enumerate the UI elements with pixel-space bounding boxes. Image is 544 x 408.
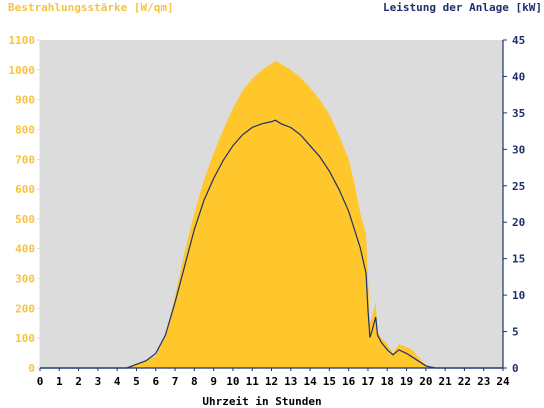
left-y-tick-label: 500: [15, 213, 35, 226]
x-tick-label: 0: [37, 375, 44, 388]
x-tick-label: 23: [477, 375, 490, 388]
left-y-tick-label: 600: [15, 183, 35, 196]
right-y-tick-label: 5: [512, 326, 519, 339]
x-tick-label: 11: [246, 375, 260, 388]
x-tick-label: 22: [458, 375, 471, 388]
left-y-tick-label: 300: [15, 273, 35, 286]
x-tick-label: 1: [56, 375, 63, 388]
x-tick-label: 5: [133, 375, 140, 388]
x-tick-label: 7: [172, 375, 179, 388]
x-tick-label: 3: [95, 375, 102, 388]
x-tick-label: 13: [284, 375, 297, 388]
x-tick-label: 6: [152, 375, 159, 388]
left-y-tick-label: 1100: [9, 34, 36, 47]
x-tick-label: 4: [114, 375, 121, 388]
left-y-tick-label: 200: [15, 302, 35, 315]
right-y-tick-label: 15: [512, 253, 525, 266]
right-y-tick-label: 0: [512, 362, 519, 375]
irradiance-area-series: [40, 60, 503, 369]
x-tick-label: 2: [75, 375, 82, 388]
x-tick-label: 24: [496, 375, 510, 388]
right-y-tick-label: 45: [512, 34, 525, 47]
left-y-tick-label: 400: [15, 243, 35, 256]
left-y-tick-label: 0: [28, 362, 35, 375]
left-y-axis-ticks: 0 100 200 300 400 500 600 700 800 900 1000 1100: [9, 34, 40, 375]
left-y-tick-label: 800: [15, 123, 35, 136]
left-axis-title: Bestrahlungsstärke [W/qm]: [8, 1, 174, 14]
x-axis-title: Uhrzeit in Stunden: [202, 395, 321, 408]
left-y-tick-label: 700: [15, 153, 35, 166]
right-y-tick-label: 25: [512, 180, 525, 193]
x-tick-label: 15: [323, 375, 336, 388]
x-tick-label: 14: [303, 375, 317, 388]
x-tick-label: 12: [265, 375, 278, 388]
x-tick-label: 20: [419, 375, 432, 388]
right-y-tick-label: 35: [512, 107, 525, 120]
x-tick-label: 21: [439, 375, 453, 388]
right-y-tick-label: 20: [512, 216, 525, 229]
left-y-tick-label: 900: [15, 94, 35, 107]
x-tick-label: 9: [210, 375, 217, 388]
left-y-tick-label: 100: [15, 332, 35, 345]
x-tick-label: 19: [400, 375, 413, 388]
right-y-tick-label: 40: [512, 70, 525, 83]
x-tick-label: 10: [226, 375, 239, 388]
power-line-series: [40, 119, 503, 369]
right-y-tick-label: 10: [512, 289, 525, 302]
x-axis-ticks: 0 1 2 3 4 5 6 7 8 9 10 11 12 13 14 15 16 17 18 19 20 21 22 23 24: [37, 368, 510, 388]
x-tick-label: 16: [342, 375, 356, 388]
x-tick-label: 18: [381, 375, 394, 388]
right-y-axis-ticks: 0 5 10 15 20 25 30 35 40 45: [503, 34, 525, 375]
left-y-tick-label: 1000: [9, 64, 36, 77]
right-y-tick-label: 30: [512, 143, 525, 156]
x-tick-label: 17: [361, 375, 374, 388]
x-tick-label: 8: [191, 375, 198, 388]
right-axis-title: Leistung der Anlage [kW]: [383, 1, 542, 14]
